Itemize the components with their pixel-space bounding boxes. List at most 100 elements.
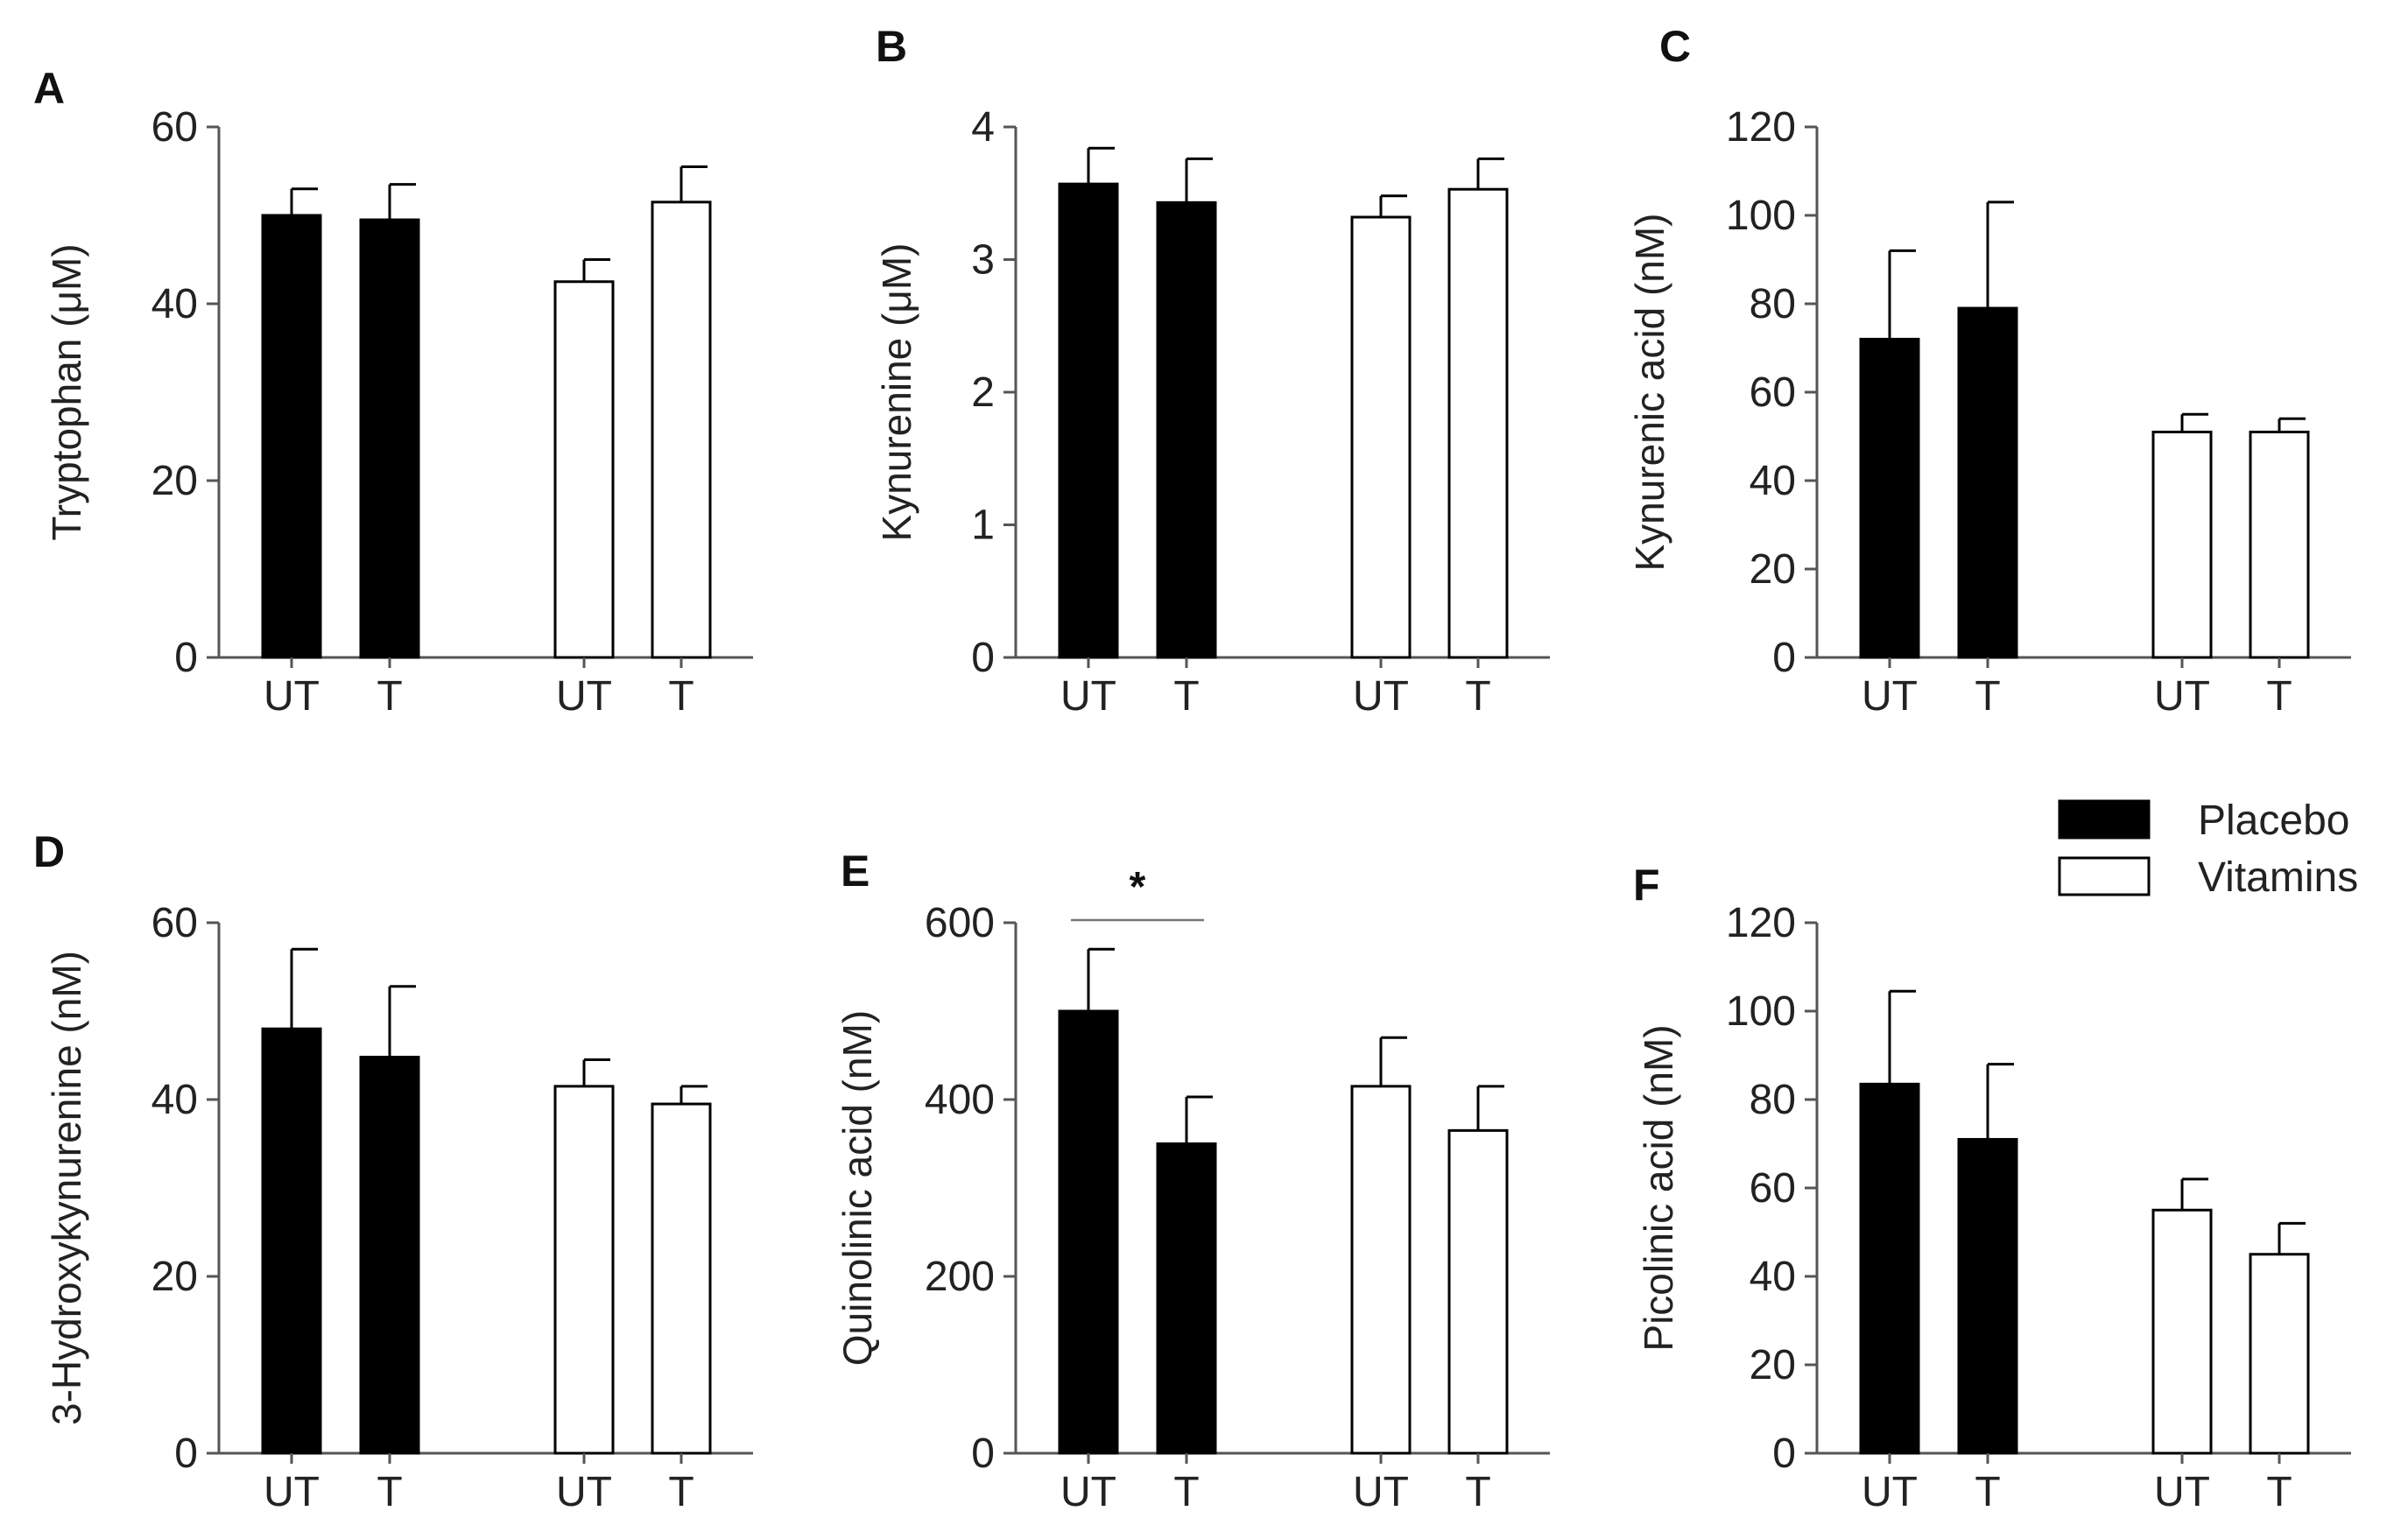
y-axis-title: Kynurenic acid (nM): [1627, 213, 1672, 571]
x-tick-label: T: [1975, 1469, 2000, 1515]
y-tick-label: 120: [1726, 104, 1796, 151]
x-tick-label: T: [1173, 673, 1199, 720]
bar-placebo-t: [359, 1056, 420, 1455]
bar-vitamins-ut: [2151, 430, 2213, 659]
panel-f: F 0 20 40 60 80 100 120 Picolinic acid (nM) UT T UT…: [1633, 861, 2351, 1515]
bar-placebo-ut: [1859, 1082, 1920, 1455]
y-tick-label: 60: [151, 104, 198, 151]
x-tick-label: UT: [1060, 673, 1116, 720]
panel-e: E 0 200 400 600 Quinolinic acid (nM) UT T UT T *: [834, 847, 1550, 1515]
legend-label-placebo: Placebo: [2198, 798, 2349, 844]
y-axis-title: Tryptophan (μM): [44, 243, 89, 540]
y-tick-label: 20: [1750, 546, 1796, 593]
legend: Placebo Vitamins: [2058, 798, 2358, 901]
bar-placebo-ut: [261, 1027, 322, 1455]
bar-placebo-ut: [1859, 337, 1920, 659]
y-axis-title: 3-Hydroxykynurenine (nM): [44, 951, 89, 1425]
panels: A 0 20 40 60 Tryptophan (μM) UT T UT T B 0 1 2 3 4 Kynur…: [33, 22, 2351, 1515]
y-tick-label: 0: [1772, 635, 1796, 681]
x-tick-label: T: [1975, 673, 2000, 720]
x-tick-label: UT: [1353, 673, 1409, 720]
x-tick-label: T: [2266, 673, 2292, 720]
y-tick-label: 0: [1772, 1430, 1796, 1477]
y-tick-label: 60: [1750, 1165, 1796, 1212]
y-tick-label: 4: [971, 104, 995, 151]
x-tick-label: UT: [2154, 673, 2210, 720]
y-tick-label: 0: [174, 635, 198, 681]
bar-vitamins-t: [651, 200, 712, 659]
x-tick-label: T: [668, 673, 694, 720]
y-tick-label: 0: [971, 635, 995, 681]
bar-placebo-ut: [1058, 182, 1119, 659]
legend-label-vitamins: Vitamins: [2198, 854, 2358, 901]
x-tick-label: UT: [2154, 1469, 2210, 1515]
y-tick-label: 600: [925, 900, 995, 946]
y-tick-label: 40: [1750, 458, 1796, 504]
y-tick-label: 20: [151, 458, 198, 504]
x-tick-label: T: [377, 673, 402, 720]
bar-placebo-t: [1156, 1142, 1217, 1455]
significance-star: *: [1130, 864, 1146, 910]
bar-placebo-t: [359, 218, 420, 659]
bar-vitamins-t: [1447, 1128, 1509, 1455]
bar-vitamins-t: [2249, 430, 2310, 659]
x-tick-label: T: [668, 1469, 694, 1515]
x-tick-label: T: [377, 1469, 402, 1515]
x-tick-label: UT: [264, 673, 320, 720]
panel-letter: B: [876, 22, 907, 71]
x-tick-label: UT: [1060, 1469, 1116, 1515]
y-tick-label: 200: [925, 1254, 995, 1300]
panel-letter: A: [33, 64, 65, 113]
y-tick-label: 60: [1750, 369, 1796, 416]
bar-vitamins-ut: [2151, 1208, 2213, 1455]
y-tick-label: 400: [925, 1077, 995, 1123]
panel-a: A 0 20 40 60 Tryptophan (μM) UT T UT T: [33, 64, 753, 720]
panel-letter: D: [33, 827, 65, 876]
panel-letter: C: [1659, 22, 1691, 71]
x-tick-label: T: [2266, 1469, 2292, 1515]
y-tick-label: 40: [151, 281, 198, 327]
bar-placebo-ut: [1058, 1009, 1119, 1455]
y-tick-label: 0: [971, 1430, 995, 1477]
y-axis-title: Picolinic acid (nM): [1636, 1024, 1681, 1351]
y-axis-title: Quinolinic acid (nM): [834, 1010, 880, 1366]
x-tick-label: T: [1465, 1469, 1490, 1515]
panel-letter: F: [1633, 861, 1660, 910]
x-tick-label: UT: [1353, 1469, 1409, 1515]
panel-b: B 0 1 2 3 4 Kynurenine (μM) UT T UT T: [874, 22, 1550, 720]
y-tick-label: 100: [1726, 193, 1796, 239]
legend-swatch-placebo: [2058, 799, 2151, 840]
x-tick-label: T: [1173, 1469, 1199, 1515]
bar-placebo-t: [1957, 306, 2018, 659]
x-tick-label: UT: [1862, 673, 1918, 720]
panel-c: C 0 20 40 60 80 100 120 Kynurenic acid (nM) UT T UT…: [1627, 22, 2351, 720]
bar-vitamins-t: [2249, 1253, 2310, 1455]
y-tick-label: 80: [1750, 281, 1796, 327]
panel-letter: E: [841, 847, 870, 896]
y-tick-label: 120: [1726, 900, 1796, 946]
y-tick-label: 80: [1750, 1077, 1796, 1123]
y-tick-label: 0: [174, 1430, 198, 1477]
x-tick-label: UT: [264, 1469, 320, 1515]
bar-placebo-ut: [261, 214, 322, 659]
y-axis-title: Kynurenine (μM): [874, 243, 919, 542]
x-tick-label: UT: [556, 673, 612, 720]
panel-d: D 0 20 40 60 3-Hydroxykynurenine (nM) UT T UT T: [33, 827, 753, 1515]
bar-vitamins-ut: [1350, 1085, 1412, 1455]
y-tick-label: 100: [1726, 988, 1796, 1035]
y-tick-label: 2: [971, 369, 995, 416]
y-tick-label: 3: [971, 237, 995, 284]
y-tick-label: 20: [1750, 1342, 1796, 1388]
x-tick-label: UT: [556, 1469, 612, 1515]
bar-vitamins-t: [1447, 187, 1509, 659]
x-tick-label: T: [1465, 673, 1490, 720]
bar-vitamins-ut: [553, 1085, 615, 1455]
bar-vitamins-t: [651, 1102, 712, 1455]
y-tick-label: 20: [151, 1254, 198, 1300]
y-tick-label: 40: [151, 1077, 198, 1123]
bar-placebo-t: [1156, 200, 1217, 659]
y-tick-label: 1: [971, 502, 995, 549]
y-tick-label: 40: [1750, 1254, 1796, 1300]
bar-vitamins-ut: [553, 280, 615, 659]
